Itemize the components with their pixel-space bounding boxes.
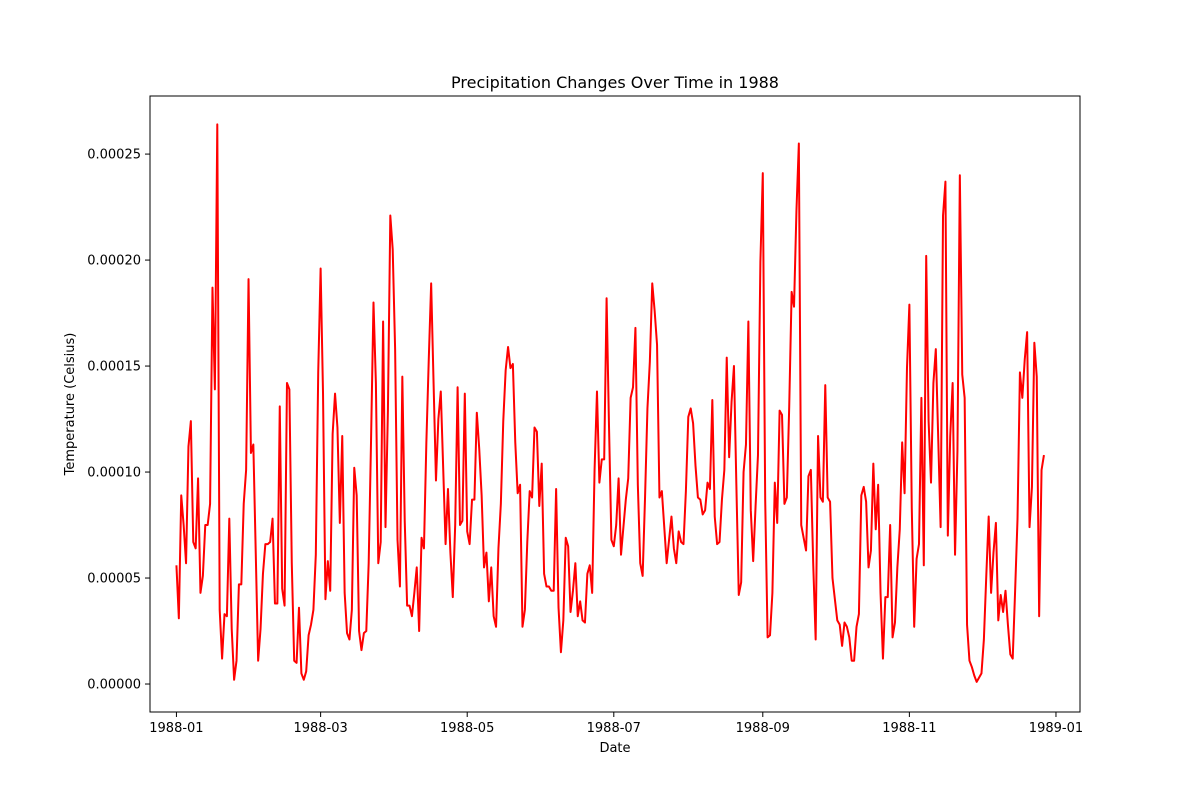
- y-tick-label: 0.00020: [87, 254, 141, 269]
- y-axis-label: Temperature (Celsius): [63, 333, 78, 477]
- x-tick-label: 1988-09: [736, 721, 790, 736]
- x-tick-label: 1989-01: [1029, 721, 1083, 736]
- x-tick-label: 1988-01: [149, 721, 203, 736]
- series-line: [175, 123, 1045, 683]
- x-tick-label: 1988-07: [587, 721, 641, 736]
- x-tick-label: 1988-11: [882, 721, 936, 736]
- x-axis: 1988-01 1988-03 1988-05 1988-07 1988-09 1988-…: [149, 712, 1083, 736]
- y-tick-label: 0.00025: [87, 148, 141, 163]
- x-tick-label: 1988-05: [440, 721, 494, 736]
- y-tick-label: 0.00000: [87, 678, 141, 693]
- x-axis-label: Date: [599, 741, 630, 756]
- x-tick-label: 1988-03: [293, 721, 347, 736]
- plot-frame: [149, 95, 1081, 713]
- y-tick-label: 0.00010: [87, 466, 141, 481]
- y-tick-label: 0.00015: [87, 360, 141, 375]
- plot-area: [149, 95, 1081, 713]
- chart-title: Precipitation Changes Over Time in 1988: [451, 73, 779, 92]
- y-axis: 0.00000 0.00005 0.00010 0.00015 0.00020 0.000…: [87, 148, 150, 693]
- y-tick-label: 0.00005: [87, 572, 141, 587]
